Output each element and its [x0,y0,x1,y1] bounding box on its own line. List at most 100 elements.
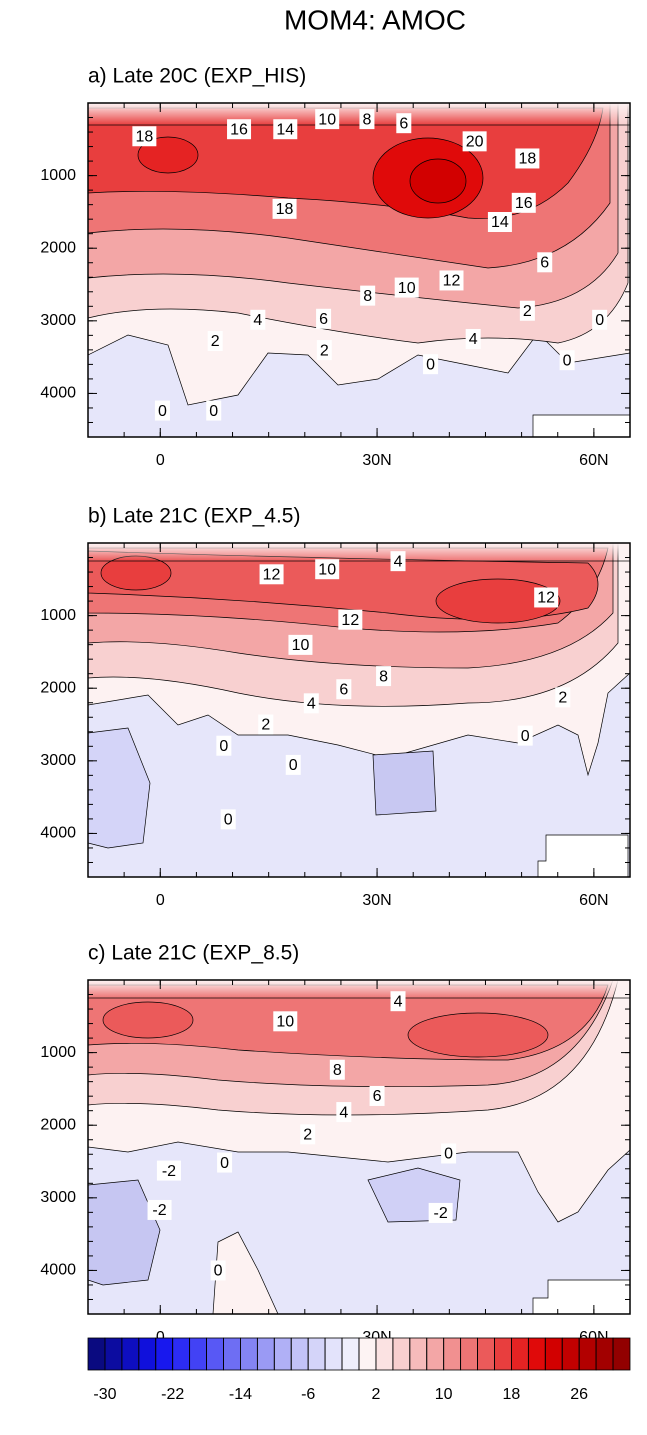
contour-label: 18 [276,201,294,218]
contour-label: 14 [491,214,509,231]
y-tick-label: 2000 [40,239,76,256]
contour-label-box [156,1160,181,1181]
contour-label-box [285,754,301,775]
contour-label: 12 [263,567,281,584]
y-tick-label: 2000 [40,679,76,696]
contour-label-box [316,308,332,329]
x-tick-label: 30N [362,452,391,469]
contour-label-box [439,270,464,291]
contour-label: 4 [469,331,478,348]
y-tick-label: 3000 [40,312,76,329]
y-tick-label: 1000 [40,1044,76,1061]
y-tick-label: 3000 [40,752,76,769]
panel-title: c) Late 21C (EXP_8.5) [88,942,299,965]
color-box [189,1337,207,1371]
contour-label-box [315,109,340,130]
color-box [527,1337,546,1371]
contour-label-box [217,1152,233,1173]
color-box [409,1337,428,1371]
contour-label-box [216,735,232,756]
color-box [240,1337,258,1371]
contour-label-box [515,148,540,169]
color-box [511,1337,529,1371]
contour-label: 16 [230,121,248,138]
contour-label-box [206,400,222,421]
contour-label: 4 [253,312,262,329]
contour-label: 6 [319,311,328,328]
contour-label-box [147,1199,172,1220]
color-box [223,1337,241,1371]
contour-label: 18 [135,128,153,145]
contour-label-box [154,400,170,421]
colorbar-label: -14 [229,1386,252,1403]
field-c [88,980,630,1314]
color-box [595,1337,614,1371]
contour-label: 8 [362,111,371,128]
contour-label-box [272,198,297,219]
colorbar-label: -30 [93,1386,116,1403]
color-box [561,1337,580,1371]
contour-label-box [210,1260,226,1281]
contour-label-box [465,328,481,349]
contour-label-box [273,1011,298,1032]
contour-label: 0 [595,312,604,329]
contour-label-box [555,687,571,708]
contour-label-box [369,1085,385,1106]
colorbar-label: 18 [503,1386,521,1403]
contour-label-box [559,350,575,371]
contour-label-box [316,340,332,361]
contour-label: 2 [523,303,532,320]
contour-label: 0 [563,352,572,369]
contour-label: 0 [224,812,233,829]
color-box [206,1337,224,1371]
plot-frame [87,542,631,878]
contour-label: 6 [373,1088,382,1105]
contour-label: 8 [333,1062,342,1079]
x-tick-label: 60N [579,892,608,909]
contour-label-box [250,309,266,330]
contour-label-box [376,666,392,687]
contour-label-box [220,809,236,830]
contour-label: 10 [318,561,336,578]
contour-label-box [259,564,284,585]
contour-label-box [390,991,406,1012]
contour-label: 8 [363,288,372,305]
contour-label-box [462,131,487,152]
contour-label: -2 [162,1163,176,1180]
contour-label: 6 [399,115,408,132]
contour-label: 0 [289,757,298,774]
contour-label-box [336,679,352,700]
contour-label-box [441,1143,457,1164]
contour-label: 12 [341,612,359,629]
colorbar-label: 2 [371,1386,380,1403]
color-box [358,1337,377,1371]
contour-label: 2 [320,342,329,359]
color-box [307,1337,326,1371]
contour-label: 10 [292,637,310,654]
contour-label-box [336,1102,352,1123]
field-b [88,543,630,877]
contour-label-box [537,252,553,273]
contour-label: 2 [303,1127,312,1144]
contour-label-box [519,300,535,321]
contour-label: 18 [518,151,536,168]
color-box [443,1337,462,1371]
contour-label: 12 [443,273,461,290]
contour-label: 4 [307,696,316,713]
contour-label: 0 [220,1155,229,1172]
color-box [460,1337,478,1371]
color-box [612,1337,631,1371]
contour-label-box [300,1124,316,1145]
contour-label-box [315,559,340,580]
plot-frame [87,102,631,438]
contour-label: 0 [219,738,228,755]
color-box [494,1337,512,1371]
color-box [392,1337,411,1371]
color-box [477,1337,495,1371]
color-box [544,1337,563,1371]
contour-label: 6 [540,255,549,272]
contour-label-box [487,212,512,233]
plot-frame [87,979,631,1315]
contour-label-box [227,119,252,140]
